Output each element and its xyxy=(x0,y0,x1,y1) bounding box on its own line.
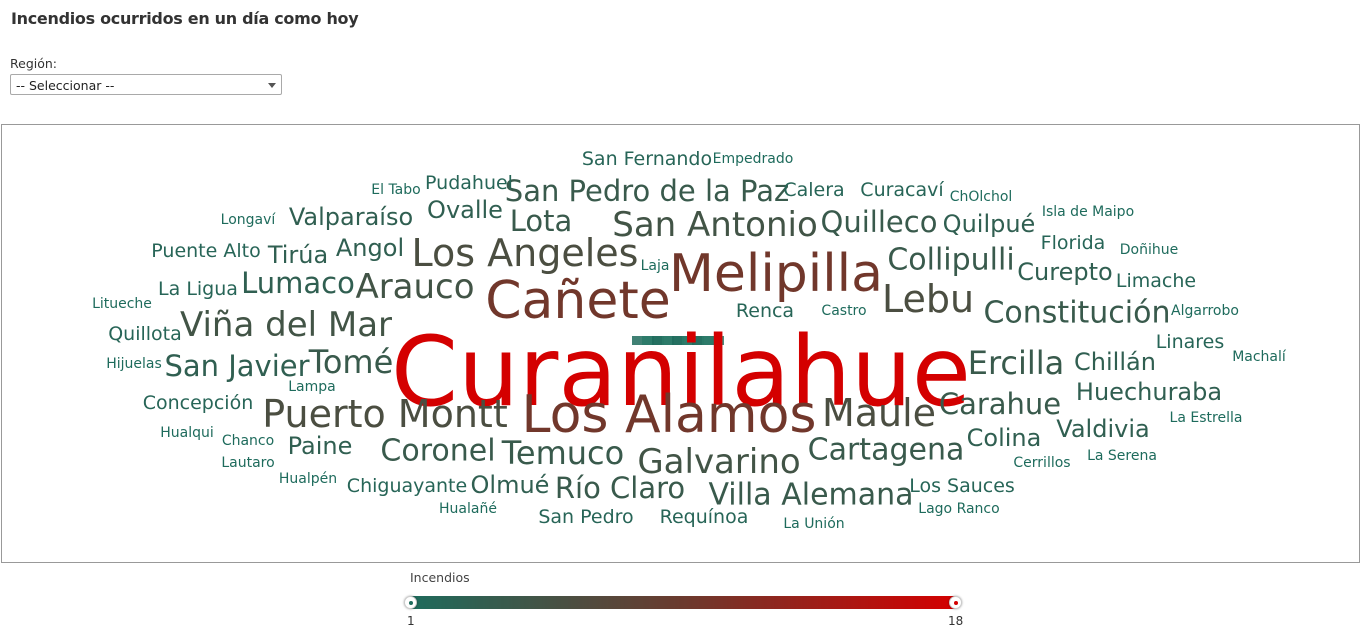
cloud-word[interactable]: Quilpué xyxy=(943,210,1036,238)
cloud-word[interactable]: Viña del Mar xyxy=(180,305,392,345)
cloud-word[interactable]: Chillán xyxy=(1074,348,1156,376)
cloud-word[interactable]: Huechuraba xyxy=(1076,378,1222,406)
cloud-word[interactable]: San Fernando xyxy=(582,148,712,170)
cloud-word[interactable]: Angol xyxy=(336,234,404,262)
cloud-word[interactable]: Concepción xyxy=(143,392,254,414)
cloud-word[interactable]: Pudahuel xyxy=(425,172,513,194)
cloud-word[interactable]: Lota xyxy=(510,204,573,238)
legend-min-handle[interactable] xyxy=(404,596,417,609)
legend-max-handle[interactable] xyxy=(949,596,962,609)
cloud-word[interactable]: Limache xyxy=(1116,270,1196,292)
cloud-word[interactable]: Lago Ranco xyxy=(918,501,999,517)
cloud-word[interactable]: Puerto Montt xyxy=(262,392,507,436)
cloud-word[interactable]: San Pedro xyxy=(538,506,633,528)
cloud-word[interactable]: Hualqui xyxy=(160,425,214,441)
cloud-overlap-mark xyxy=(702,336,724,345)
cloud-word[interactable]: Chiguayante xyxy=(347,475,467,497)
cloud-word[interactable]: Ercilla xyxy=(968,344,1065,382)
cloud-word[interactable]: San Pedro de la Paz xyxy=(505,174,789,208)
cloud-word[interactable]: Constitución xyxy=(983,296,1170,331)
cloud-word[interactable]: Requínoa xyxy=(660,506,749,528)
cloud-word[interactable]: Arauco xyxy=(355,267,474,307)
word-cloud: Curanilahue Los Alamos Cañete Melipilla Puer… xyxy=(1,124,1360,563)
cloud-word[interactable]: Cerrillos xyxy=(1013,455,1070,471)
legend-max-dot xyxy=(953,600,958,605)
legend-gradient-bar xyxy=(410,596,956,609)
cloud-word[interactable]: Curacaví xyxy=(860,179,944,201)
cloud-word[interactable]: Lampa xyxy=(288,379,335,395)
cloud-word[interactable]: Curepto xyxy=(1017,258,1112,286)
cloud-word[interactable]: Temuco xyxy=(501,434,624,472)
region-select-value: -- Seleccionar -- xyxy=(16,78,115,93)
cloud-word[interactable]: Algarrobo xyxy=(1171,303,1239,319)
cloud-word[interactable]: Tomé xyxy=(308,343,394,381)
cloud-word[interactable]: Puente Alto xyxy=(151,240,260,262)
cloud-word[interactable]: Carahue xyxy=(939,387,1061,421)
cloud-word[interactable]: Valdivia xyxy=(1056,415,1149,443)
cloud-word[interactable]: Coronel xyxy=(380,434,495,469)
cloud-word[interactable]: Villa Alemana xyxy=(708,478,913,513)
cloud-word[interactable]: Lebu xyxy=(882,277,974,321)
cloud-word[interactable]: Ovalle xyxy=(427,196,503,224)
cloud-word[interactable]: La Serena xyxy=(1087,448,1157,464)
cloud-word[interactable]: El Tabo xyxy=(371,182,420,198)
cloud-word[interactable]: Longaví xyxy=(221,212,277,228)
cloud-word[interactable]: Calera xyxy=(783,179,844,201)
cloud-word[interactable]: Machalí xyxy=(1232,349,1287,365)
cloud-word[interactable]: Hijuelas xyxy=(106,356,162,372)
cloud-word[interactable]: Laja xyxy=(641,258,670,274)
cloud-word[interactable]: Cartagena xyxy=(808,433,965,468)
legend-min-value: 1 xyxy=(407,614,415,628)
chevron-down-icon xyxy=(268,83,276,88)
cloud-word[interactable]: Collipulli xyxy=(887,243,1014,278)
cloud-word[interactable]: Litueche xyxy=(92,296,152,312)
cloud-word[interactable]: Florida xyxy=(1041,232,1106,254)
cloud-word[interactable]: San Antonio xyxy=(612,205,818,245)
cloud-word[interactable]: Curanilahue xyxy=(391,316,971,428)
cloud-word[interactable]: Colina xyxy=(967,424,1042,452)
cloud-word[interactable]: La Ligua xyxy=(158,278,238,300)
cloud-word[interactable]: Isla de Maipo xyxy=(1042,204,1134,220)
cloud-word[interactable]: Maule xyxy=(822,391,936,435)
cloud-word[interactable]: Linares xyxy=(1156,331,1225,353)
cloud-word[interactable]: Empedrado xyxy=(713,151,794,167)
cloud-word[interactable]: Hualpén xyxy=(279,471,337,487)
cloud-word[interactable]: Río Claro xyxy=(555,471,685,505)
cloud-word[interactable]: Quillota xyxy=(108,323,182,345)
cloud-word[interactable]: Paine xyxy=(288,432,353,460)
cloud-word[interactable]: Lumaco xyxy=(241,266,355,300)
cloud-word[interactable]: San Javier xyxy=(164,349,309,383)
cloud-word[interactable]: Los Angeles xyxy=(412,231,639,275)
cloud-word[interactable]: Tirúa xyxy=(267,241,328,269)
cloud-word[interactable]: Lautaro xyxy=(221,455,274,471)
legend-min-dot xyxy=(408,600,413,605)
cloud-word[interactable]: Galvarino xyxy=(637,442,800,482)
cloud-word[interactable]: Los Alamos xyxy=(522,385,817,445)
cloud-word[interactable]: Renca xyxy=(736,300,794,322)
cloud-word[interactable]: Castro xyxy=(821,303,866,319)
cloud-word[interactable]: Melipilla xyxy=(669,244,883,304)
region-label: Región: xyxy=(10,56,58,71)
cloud-word[interactable]: La Unión xyxy=(783,516,844,532)
cloud-word[interactable]: Olmué xyxy=(471,471,550,499)
cloud-word[interactable]: Doñihue xyxy=(1120,242,1178,258)
region-select[interactable]: -- Seleccionar -- xyxy=(10,74,282,95)
page-title: Incendios ocurridos en un día como hoy xyxy=(11,9,359,28)
cloud-word[interactable]: ChOlchol xyxy=(950,189,1013,205)
cloud-word[interactable]: Cañete xyxy=(485,271,671,331)
cloud-word[interactable]: Hualañé xyxy=(439,501,497,517)
cloud-word[interactable]: Quilleco xyxy=(821,205,938,239)
cloud-word[interactable]: La Estrella xyxy=(1170,410,1243,426)
cloud-word[interactable]: Valparaíso xyxy=(289,203,413,231)
legend-title: Incendios xyxy=(410,570,470,585)
cloud-word[interactable]: Los Sauces xyxy=(909,475,1015,497)
legend-max-value: 18 xyxy=(948,614,964,628)
cloud-word[interactable]: Chanco xyxy=(222,433,274,449)
